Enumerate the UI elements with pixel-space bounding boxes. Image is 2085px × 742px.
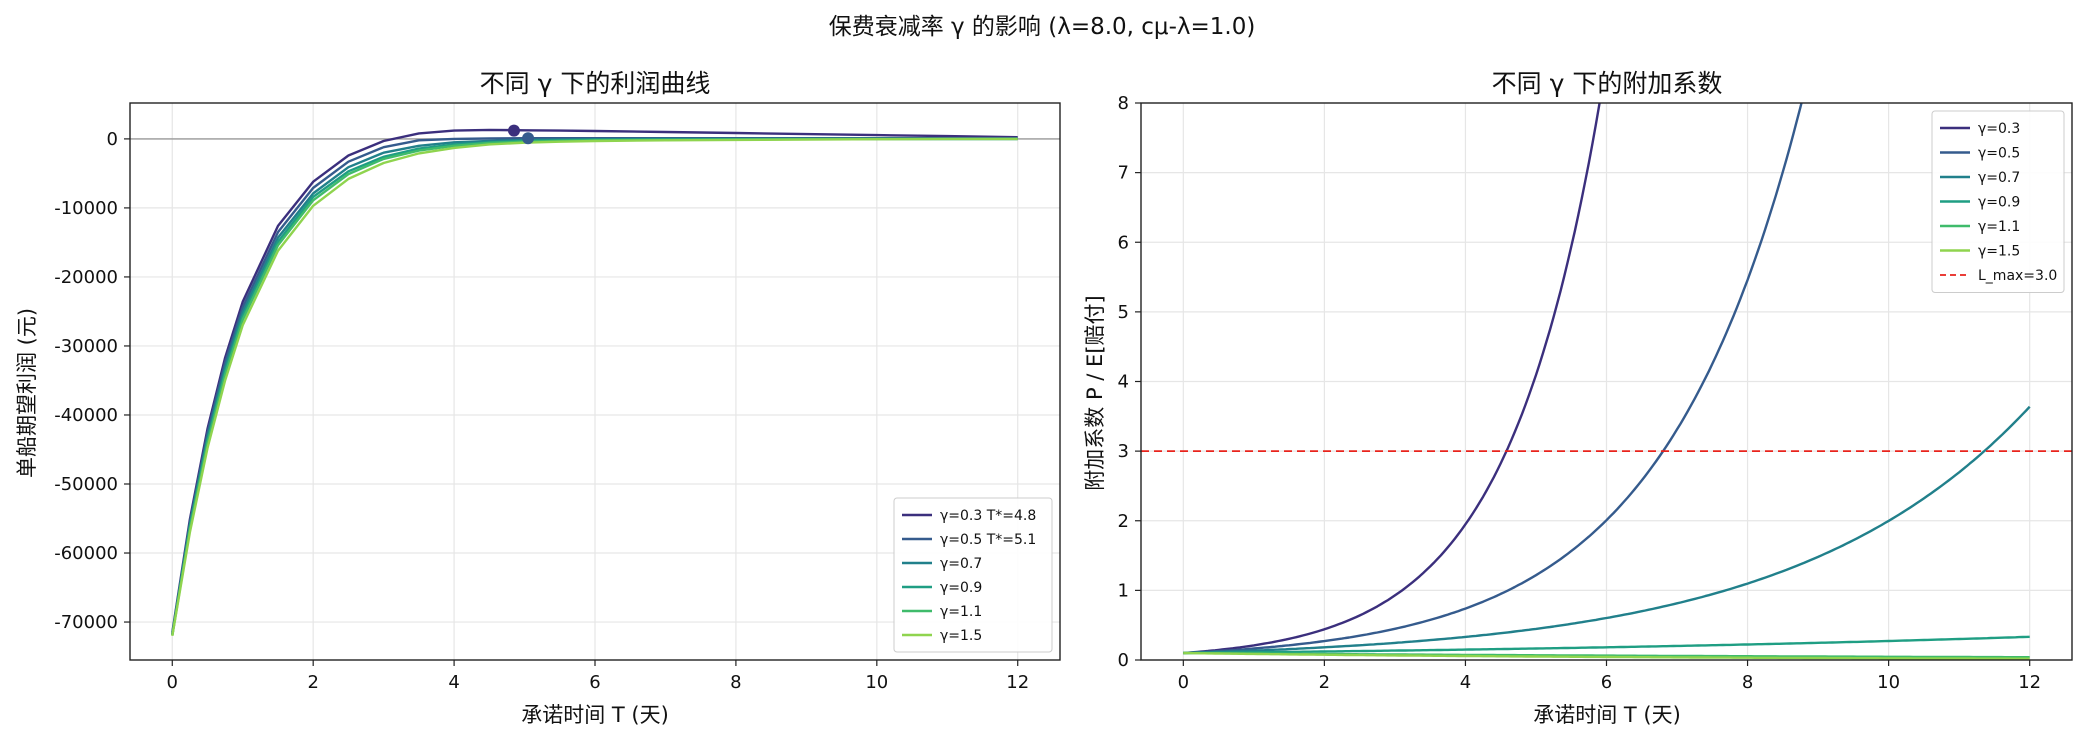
loading-series-line [1183, 103, 1601, 655]
loading-xtick-label: 12 [2018, 672, 2041, 693]
profit-ytick-label: -30000 [54, 336, 118, 357]
profit-legend-label: γ=1.1 [940, 604, 982, 620]
profit-legend-label: γ=0.5 T*=5.1 [940, 532, 1036, 548]
loading-legend: γ=0.3 γ=0.5 γ=0.7 γ=0.9 γ=1.1 γ=1.5 L_max=3.0 [1931, 110, 2065, 293]
profit-ytick-label: -70000 [54, 612, 118, 633]
loading-chart-title: 不同 γ 下的附加系数 [1492, 69, 1723, 98]
loading-ytick-label: 1 [1118, 580, 1129, 601]
profit-chart-title: 不同 γ 下的利润曲线 [480, 69, 711, 98]
profit-xtick-label: 8 [730, 672, 741, 693]
profit-ytick-label: -20000 [54, 267, 118, 288]
loading-y-ticks: 0 1 2 3 4 5 6 7 8 [1118, 93, 1141, 671]
profit-x-label: 承诺时间 T (天) [521, 703, 669, 727]
profit-x-ticks: 0 2 4 6 8 10 12 [167, 660, 1029, 693]
loading-x-label: 承诺时间 T (天) [1533, 703, 1681, 727]
loading-ytick-label: 2 [1118, 511, 1129, 532]
profit-series-line [171, 128, 1018, 633]
profit-xtick-label: 6 [589, 672, 600, 693]
profit-ytick-label: -40000 [54, 405, 118, 426]
profit-xtick-label: 2 [307, 672, 318, 693]
loading-x-ticks: 0 2 4 6 8 10 12 [1178, 660, 2041, 693]
profit-xtick-label: 12 [1006, 672, 1029, 693]
loading-xtick-label: 6 [1601, 672, 1612, 693]
profit-legend-label: γ=1.5 [940, 628, 982, 644]
loading-xtick-label: 2 [1319, 672, 1330, 693]
profit-xtick-label: 0 [167, 672, 178, 693]
loading-ytick-label: 7 [1118, 163, 1129, 184]
profit-legend: γ=0.3 T*=4.8 γ=0.5 T*=5.1 γ=0.7 γ=0.9 γ=1.1 γ… [893, 497, 1053, 653]
profit-series-group [171, 128, 1018, 637]
profit-series-line [171, 137, 1018, 637]
loading-legend-label: γ=1.5 [1978, 244, 2020, 260]
loading-legend-label: γ=0.5 [1978, 146, 2020, 162]
profit-y-ticks: 0 -10000 -20000 -30000 -40000 -50000 -60000 -70… [54, 129, 130, 633]
loading-ytick-label: 8 [1118, 93, 1129, 114]
loading-series-line [1183, 651, 2030, 660]
profit-xtick-label: 4 [448, 672, 459, 693]
loading-legend-label: γ=0.3 [1978, 121, 2020, 137]
loading-legend-label: γ=0.9 [1978, 195, 2020, 211]
profit-optimum-marker [522, 132, 535, 145]
profit-optimum-points [507, 124, 535, 145]
profit-optimum-marker [507, 124, 520, 137]
profit-ytick-label: 0 [107, 129, 118, 150]
loading-xtick-label: 8 [1742, 672, 1753, 693]
loading-legend-label: γ=1.1 [1978, 219, 2020, 235]
loading-ytick-label: 5 [1118, 302, 1129, 323]
loading-legend-box [1931, 110, 2065, 293]
loading-ytick-label: 6 [1118, 232, 1129, 253]
profit-y-label: 单船期望利润 (元) [15, 308, 39, 478]
loading-ytick-label: 4 [1118, 372, 1129, 393]
loading-y-label: 附加系数 P / E[赔付] [1083, 295, 1107, 490]
profit-legend-box [893, 497, 1053, 653]
loading-series-line [1183, 635, 2030, 655]
loading-legend-label-lmax: L_max=3.0 [1978, 268, 2057, 284]
loading-legend-label: γ=0.7 [1978, 170, 2020, 186]
loading-series-line [1183, 103, 1803, 655]
loading-ytick-label: 0 [1118, 650, 1129, 671]
loading-xtick-label: 0 [1178, 672, 1189, 693]
profit-chart: 不同 γ 下的利润曲线 0 2 4 6 8 10 12 0 -10000 -20000 -3000… [15, 69, 1061, 727]
profit-ytick-label: -60000 [54, 543, 118, 564]
profit-legend-label: γ=0.3 T*=4.8 [940, 508, 1036, 524]
loading-ytick-label: 3 [1118, 441, 1129, 462]
loading-series-group [1183, 103, 2031, 660]
figure-suptitle: 保费衰减率 γ 的影响 (λ=8.0, cμ-λ=1.0) [829, 14, 1256, 40]
profit-legend-label: γ=0.7 [940, 556, 982, 572]
loading-xtick-label: 10 [1877, 672, 1900, 693]
profit-ytick-label: -10000 [54, 198, 118, 219]
profit-ytick-label: -50000 [54, 474, 118, 495]
loading-series-line [1183, 405, 2031, 655]
profit-legend-label: γ=0.9 [940, 580, 982, 596]
profit-xtick-label: 10 [865, 672, 888, 693]
loading-xtick-label: 4 [1460, 672, 1471, 693]
